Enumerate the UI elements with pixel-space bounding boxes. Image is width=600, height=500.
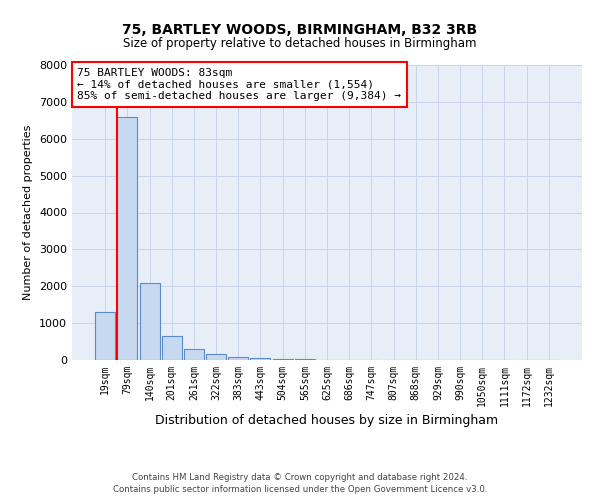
Y-axis label: Number of detached properties: Number of detached properties [23,125,34,300]
Text: Contains public sector information licensed under the Open Government Licence v3: Contains public sector information licen… [113,485,487,494]
Text: 75 BARTLEY WOODS: 83sqm
← 14% of detached houses are smaller (1,554)
85% of semi: 75 BARTLEY WOODS: 83sqm ← 14% of detache… [77,68,401,101]
Bar [184,349,204,360]
Text: Size of property relative to detached houses in Birmingham: Size of property relative to detached ho… [123,38,477,51]
Text: 75, BARTLEY WOODS, BIRMINGHAM, B32 3RB: 75, BARTLEY WOODS, BIRMINGHAM, B32 3RB [122,22,478,36]
Text: Contains HM Land Registry data © Crown copyright and database right 2024.: Contains HM Land Registry data © Crown c… [132,472,468,482]
Bar [118,116,137,360]
Bar [162,336,182,360]
X-axis label: Distribution of detached houses by size in Birmingham: Distribution of detached houses by size … [155,414,499,428]
Bar [140,282,160,360]
Bar [206,354,226,360]
Bar [272,358,293,360]
Bar [228,357,248,360]
Bar [95,312,115,360]
Bar [250,358,271,360]
